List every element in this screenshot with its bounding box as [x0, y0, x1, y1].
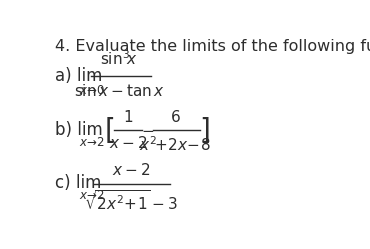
Text: $\mathrm{sin}^3\!x$: $\mathrm{sin}^3\!x$: [100, 50, 138, 68]
Text: $[$: $[$: [104, 115, 114, 145]
Text: $\mathrm{sin}\,x-\mathrm{tan}\,x$: $\mathrm{sin}\,x-\mathrm{tan}\,x$: [74, 83, 165, 99]
Text: b) lim: b) lim: [55, 121, 102, 139]
Text: $-$: $-$: [141, 122, 155, 137]
Text: $x\!\rightarrow\!2$: $x\!\rightarrow\!2$: [79, 135, 105, 149]
Text: $x\!\rightarrow\!0$: $x\!\rightarrow\!0$: [79, 84, 106, 97]
Text: a) lim: a) lim: [55, 67, 102, 85]
Text: c) lim: c) lim: [55, 174, 101, 192]
Text: $x^2\!\!+\!2x\!-\!8$: $x^2\!\!+\!2x\!-\!8$: [139, 135, 211, 154]
Text: $]$: $]$: [199, 115, 210, 145]
Text: $6$: $6$: [170, 109, 181, 125]
Text: $x\!\rightarrow\!2$: $x\!\rightarrow\!2$: [79, 189, 105, 202]
Text: $x-2$: $x-2$: [109, 135, 147, 151]
Text: $\sqrt{2x^2\!+\!1}-3$: $\sqrt{2x^2\!+\!1}-3$: [84, 189, 178, 213]
Text: $1$: $1$: [123, 109, 133, 125]
Text: 4. Evaluate the limits of the following functions:: 4. Evaluate the limits of the following …: [55, 40, 370, 55]
Text: $x-2$: $x-2$: [112, 162, 150, 178]
